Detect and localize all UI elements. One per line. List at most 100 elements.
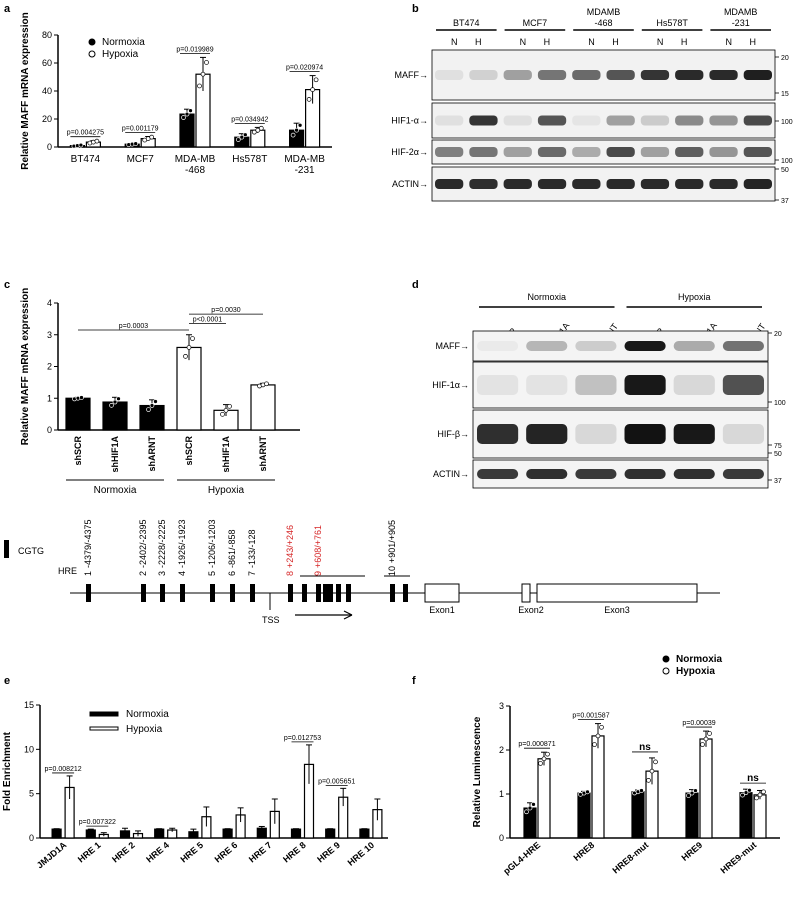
chart-f-point bbox=[754, 795, 759, 801]
hre-site-mark bbox=[86, 584, 91, 602]
exon-box bbox=[424, 583, 460, 603]
chart-e-bar bbox=[51, 828, 62, 839]
chart-e-bar bbox=[359, 828, 370, 839]
hre-site-label: 9+608/+761 bbox=[313, 525, 323, 576]
hre-site-mark bbox=[323, 584, 328, 602]
blot-b-row-label: ACTIN→ bbox=[392, 179, 428, 189]
chart-f-bar bbox=[685, 792, 699, 839]
blot-b-band bbox=[503, 70, 532, 80]
blot-b-band bbox=[675, 147, 704, 157]
blot-b-band bbox=[743, 115, 772, 126]
blot-b-cell-line-label: MDAMB -468 bbox=[587, 7, 621, 28]
chart-e-pvalue: p=0.012753 bbox=[284, 735, 321, 742]
blot-d-group-label: Normoxia bbox=[527, 292, 566, 302]
chart-c-point bbox=[264, 381, 269, 387]
blot-b-band bbox=[503, 115, 532, 126]
chart-a-pvalue: p=0.001179 bbox=[122, 126, 159, 133]
hre-site-mark bbox=[160, 584, 165, 602]
blot-b-lane-label: H bbox=[749, 37, 756, 47]
chart-f-point bbox=[693, 788, 698, 794]
chart-c-group-label: Normoxia bbox=[94, 485, 137, 496]
blot-d-band bbox=[624, 469, 666, 479]
chart-e-y-tick-label: 10 bbox=[24, 744, 34, 754]
panel-label-a: a bbox=[4, 3, 11, 15]
chart-f-pvalue: p=0.00039 bbox=[682, 720, 715, 727]
hre-site-mark bbox=[328, 584, 333, 602]
chart-c-category-label: shHIF1A bbox=[221, 436, 231, 473]
chart-c-category-label: shHIF1A bbox=[110, 436, 120, 473]
exon-box bbox=[536, 583, 698, 603]
blot-d-group-label: Hypoxia bbox=[678, 292, 711, 302]
blot-d-band bbox=[722, 375, 764, 395]
chart-c-point bbox=[146, 407, 151, 412]
chart-e-y-tick-label: 5 bbox=[29, 789, 34, 799]
chart-e-category-label: HRE 10 bbox=[346, 840, 377, 868]
chart-f-point bbox=[545, 751, 550, 757]
hre-site-mark bbox=[288, 584, 293, 602]
chart-f-bar bbox=[537, 758, 551, 839]
chart-a-point bbox=[204, 60, 209, 65]
chart-a-point bbox=[306, 97, 312, 102]
chart-e-category-label: HRE 1 bbox=[76, 840, 103, 865]
blot-d-band bbox=[673, 375, 715, 395]
chart-a-pvalue: p=0.004275 bbox=[67, 130, 104, 137]
chart-f-y-tick-label: 0 bbox=[499, 833, 504, 843]
blot-b-row-label: HIF-2α→ bbox=[391, 147, 428, 157]
chart-c-category-label: shARNT bbox=[147, 435, 157, 471]
chart-c-point bbox=[183, 353, 188, 359]
exon-box bbox=[521, 583, 531, 603]
blot-d-band bbox=[575, 469, 617, 479]
chart-c-y-tick-label: 0 bbox=[47, 425, 52, 435]
chart-e-legend-swatch bbox=[89, 726, 119, 731]
blot-d-band bbox=[624, 375, 666, 395]
blot-b-row-label: MAFF→ bbox=[395, 70, 429, 80]
hre-site-mark bbox=[346, 584, 351, 602]
hre-site-mark bbox=[302, 584, 307, 602]
chart-a-point bbox=[239, 134, 245, 140]
chart-f-point bbox=[639, 788, 644, 793]
chart-f-point bbox=[646, 778, 651, 783]
chart-f-point bbox=[761, 789, 766, 795]
chart-a-category-label: BT474 bbox=[71, 154, 101, 165]
chart-a-point bbox=[313, 77, 319, 83]
chart-f-legend-entry: Normoxia bbox=[676, 654, 723, 665]
chart-c-point bbox=[190, 336, 195, 341]
chart-c-category-label: shSCR bbox=[184, 436, 194, 466]
chart-f-point bbox=[531, 802, 536, 807]
chart-a-point bbox=[297, 122, 303, 128]
blot-b-cell-line-label: Hs578T bbox=[656, 18, 688, 28]
blot-b-band bbox=[709, 147, 738, 157]
chart-a-point bbox=[149, 134, 155, 140]
chart-c-y-tick-label: 1 bbox=[47, 393, 52, 403]
blot-b-band bbox=[743, 147, 772, 157]
chart-e-category-label: HRE 6 bbox=[213, 840, 240, 865]
chart-c-y-tick-label: 2 bbox=[47, 362, 52, 372]
blot-d-band bbox=[624, 341, 666, 351]
chart-a-point bbox=[310, 87, 315, 92]
chart-e-category-label: HRE 4 bbox=[144, 840, 171, 865]
chart-c-point bbox=[227, 403, 232, 409]
chart-f-point bbox=[757, 792, 763, 798]
chart-a-pvalue: p=0.019989 bbox=[176, 46, 213, 53]
chart-f-point bbox=[689, 790, 695, 796]
hre-site-label: 7-133/-128 bbox=[247, 529, 257, 576]
chart-f-point bbox=[649, 768, 655, 774]
chart-a-y-tick-label: 80 bbox=[42, 30, 52, 40]
chart-f-point bbox=[743, 790, 749, 796]
blot-b-lane-label: N bbox=[725, 37, 732, 47]
hre-site-label: 6-861/-858 bbox=[227, 529, 237, 576]
chart-a-category-label: MDA-MB -468 bbox=[175, 154, 216, 176]
chart-c-point bbox=[186, 345, 192, 350]
chart-c-bar bbox=[176, 346, 202, 431]
chart-f-point bbox=[740, 792, 745, 798]
chart-f-legend-marker bbox=[662, 667, 670, 675]
exon-label: Exon1 bbox=[429, 605, 455, 615]
chart-e-bar bbox=[154, 828, 165, 839]
blot-b-band bbox=[435, 115, 464, 126]
chart-f-pvalue: p=0.000871 bbox=[518, 741, 555, 748]
chart-a-point bbox=[235, 137, 241, 142]
chart-f-category-label: HRE8 bbox=[571, 840, 596, 863]
blot-b-marker-label: 100 bbox=[781, 119, 793, 126]
chart-a-point bbox=[200, 71, 206, 77]
chart-f-y-tick-label: 2 bbox=[499, 745, 504, 755]
